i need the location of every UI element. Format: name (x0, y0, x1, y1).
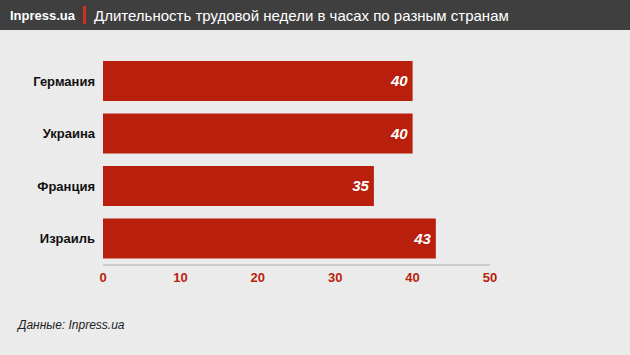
svg-text:Израиль: Израиль (40, 231, 95, 246)
svg-text:Франция: Франция (37, 179, 95, 194)
html-text:Данные: Inpress.ua: Данные: Inpress.ua (18, 318, 125, 332)
svg-text:Украина: Украина (43, 126, 96, 141)
svg-text:30: 30 (328, 270, 342, 285)
html-text:Inpress.ua: Inpress.ua (10, 7, 75, 23)
svg-text:10: 10 (173, 270, 187, 285)
svg-text:43: 43 (413, 230, 431, 247)
svg-text:50: 50 (483, 270, 497, 285)
svg-text:40: 40 (390, 72, 408, 89)
html-text:Длительность трудовой недели в: Длительность трудовой недели в часах по … (94, 6, 509, 24)
svg-text:40: 40 (390, 125, 408, 142)
svg-text:0: 0 (99, 270, 106, 285)
svg-text:40: 40 (405, 270, 419, 285)
svg-text:20: 20 (251, 270, 265, 285)
svg-text:35: 35 (352, 177, 369, 194)
svg-text:Германия: Германия (33, 74, 95, 89)
